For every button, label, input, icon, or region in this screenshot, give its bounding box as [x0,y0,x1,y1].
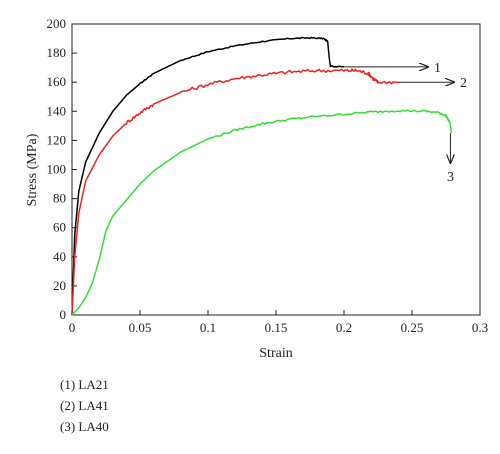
y-tick-label: 80 [53,191,66,206]
y-tick-label: 40 [53,249,66,264]
series-3-line [71,109,453,316]
y-tick-label: 20 [53,278,66,293]
y-tick-label: 180 [47,45,67,60]
y-axis-ticks: 0 20 40 60 80 100 120 140 160 180 200 [47,16,77,322]
x-tick-label: 0.25 [401,320,424,335]
plot-frame [71,23,481,316]
x-axis-ticks: 0 0.05 0.1 0.15 0.2 0.25 0.3 [69,310,488,335]
x-tick-label: 0.2 [336,320,352,335]
x-tick-label: 0.15 [265,320,288,335]
legend-item-la21: (1) LA21 [60,377,109,392]
legend: (1) LA21 (2) LA41 (3) LA40 [60,374,260,437]
x-tick-label: 0.3 [472,320,488,335]
x-tick-label: 0.1 [200,320,216,335]
legend-item-la40: (3) LA40 [60,419,109,434]
x-axis-title: Strain [259,346,292,361]
legend-item-la41: (2) LA41 [60,398,109,413]
y-tick-label: 200 [47,16,67,31]
x-tick-label: 0.05 [129,320,152,335]
y-tick-label: 100 [47,162,67,177]
y-tick-label: 60 [53,220,66,235]
y-tick-label: 0 [60,307,67,322]
annotation-label-3: 3 [447,170,454,185]
x-tick-label: 0 [69,320,76,335]
y-tick-label: 120 [47,132,67,147]
series-1-line [71,36,345,316]
y-tick-label: 140 [47,103,67,118]
y-axis-title: Stress (MPa) [25,133,40,206]
annotation-layer: 1 2 3 [344,61,467,185]
series-2-line [71,68,399,316]
annotation-label-1: 1 [434,61,441,76]
annotation-label-2: 2 [460,76,467,91]
series-layer [71,36,453,316]
y-tick-label: 160 [47,74,67,89]
